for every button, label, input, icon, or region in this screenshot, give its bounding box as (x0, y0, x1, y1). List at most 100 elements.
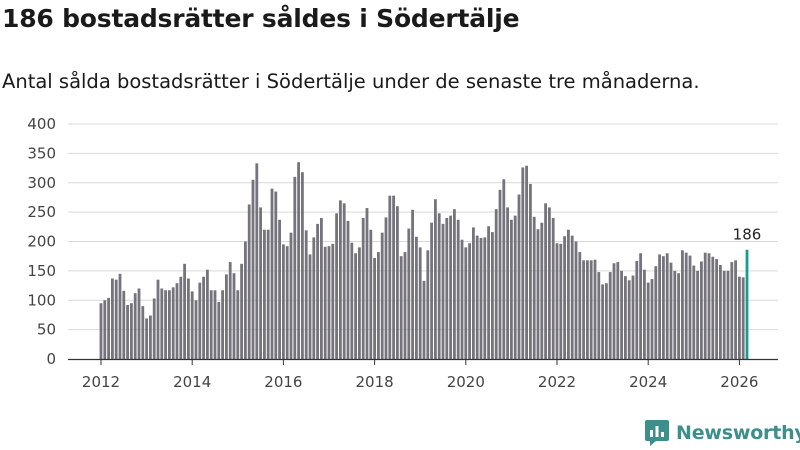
bar (244, 241, 247, 359)
y-axis: 0 50 100 150 200 250 300 350 400 (27, 115, 56, 368)
bar (206, 269, 209, 359)
bar (418, 247, 422, 359)
bar (240, 263, 243, 359)
bar (282, 244, 285, 359)
bar (190, 291, 194, 359)
bar (323, 246, 327, 359)
bar (217, 302, 221, 359)
data-labels: 186 (733, 226, 762, 244)
bar (213, 290, 217, 359)
bar (574, 241, 578, 359)
bar (726, 270, 730, 359)
bar (605, 283, 608, 359)
bar (369, 229, 373, 359)
bar (532, 216, 536, 359)
bar (99, 303, 103, 359)
bar (350, 242, 354, 359)
chart-title: 186 bostadsrätter såldes i Södertälje (2, 4, 520, 33)
brand-name: Newsworthy (676, 422, 800, 444)
x-tick-label: 2012 (82, 373, 120, 391)
newsworthy-logo-icon (645, 420, 669, 446)
bar (468, 243, 471, 359)
bar (551, 218, 555, 359)
bar (289, 232, 293, 359)
bar (464, 247, 468, 359)
bar (415, 236, 418, 359)
bar (114, 279, 118, 359)
x-tick-label: 2020 (447, 373, 485, 391)
bar (255, 163, 259, 359)
bar (187, 278, 190, 359)
bar (384, 217, 388, 359)
bar (171, 287, 175, 359)
bar (563, 236, 566, 359)
bar (430, 222, 433, 359)
y-tick-label: 400 (27, 115, 56, 133)
bar (133, 293, 137, 359)
bar (620, 270, 623, 359)
bar (494, 209, 498, 359)
bar (297, 162, 300, 359)
bar (320, 218, 323, 359)
bar (567, 229, 570, 359)
bar (734, 260, 737, 359)
bar (692, 265, 696, 359)
bar (164, 290, 167, 359)
bar (312, 237, 316, 359)
bar (472, 227, 475, 359)
bar (168, 290, 171, 359)
bar (517, 194, 521, 359)
bar (612, 263, 616, 359)
x-tick-label: 2018 (356, 373, 394, 391)
x-axis: 2012 2014 2016 2018 2020 2022 2024 2026 (68, 358, 778, 391)
bar (475, 235, 479, 359)
bar (380, 232, 384, 359)
bar (403, 252, 407, 359)
bar (194, 300, 198, 359)
bar (741, 277, 745, 359)
bar (130, 303, 133, 359)
bar (570, 235, 574, 359)
bar (327, 246, 331, 359)
bar (175, 283, 179, 359)
bar (426, 250, 430, 359)
bar (285, 246, 289, 359)
bar (707, 253, 711, 359)
bar (593, 259, 597, 359)
y-tick-label: 350 (27, 144, 56, 162)
bar (456, 219, 460, 359)
y-tick-label: 200 (27, 233, 56, 251)
bar (251, 179, 255, 359)
bar (487, 226, 490, 359)
bar (118, 273, 122, 359)
bar (506, 207, 509, 359)
bar (236, 290, 240, 359)
bar (483, 237, 487, 359)
bar (529, 183, 532, 359)
newsworthy-brand[interactable]: Newsworthy (644, 419, 800, 447)
bar (266, 229, 270, 359)
chart-subtitle: Antal sålda bostadsrätter i Södertälje u… (2, 70, 700, 93)
bar (107, 297, 110, 359)
bar (646, 282, 650, 359)
bar (270, 188, 274, 359)
bar (536, 229, 540, 359)
bar (335, 213, 338, 359)
bar (145, 318, 148, 359)
y-tick-label: 250 (27, 203, 56, 221)
bar (479, 237, 483, 359)
bar (202, 276, 205, 359)
bar (597, 272, 601, 359)
bar (304, 230, 308, 359)
y-tick-label: 300 (27, 174, 56, 192)
bar (122, 290, 126, 359)
bar (722, 270, 726, 359)
bar (578, 252, 582, 359)
bar (696, 270, 699, 359)
bar (525, 165, 528, 359)
bar (548, 207, 551, 359)
bar (365, 208, 369, 359)
y-tick-label: 50 (37, 321, 56, 339)
bar (377, 252, 380, 359)
bar (111, 278, 114, 359)
